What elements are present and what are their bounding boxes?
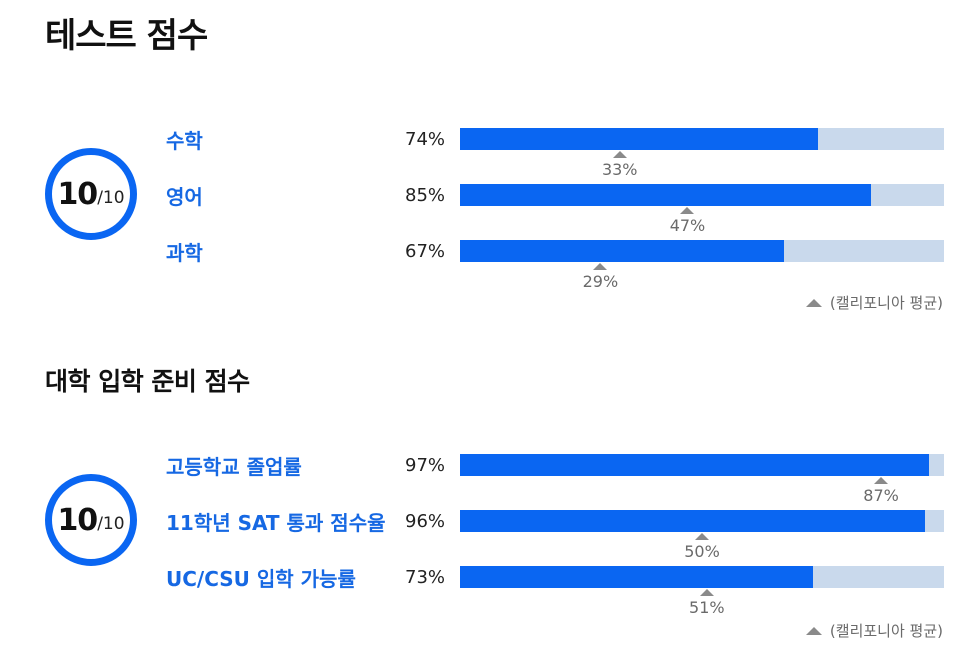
average-triangle-icon: [699, 589, 714, 596]
average-triangle-icon: [593, 263, 608, 270]
score-bar-fill: [460, 454, 930, 476]
state-average-value: 50%: [684, 542, 720, 561]
score-percent: 67%: [405, 241, 446, 262]
college-score-value: 10: [57, 502, 98, 538]
score-bar-fill: [460, 566, 814, 588]
metric-link-uc-csu-eligibility[interactable]: UC/CSU 입학 가능률: [166, 567, 356, 591]
average-triangle-icon: [874, 477, 889, 484]
score-row-math: 수학 74% 33%: [0, 128, 975, 184]
average-triangle-icon: [612, 151, 627, 158]
score-percent: 73%: [405, 567, 446, 588]
subject-link-english[interactable]: 영어: [166, 185, 203, 209]
state-average-value: 51%: [689, 598, 725, 617]
state-average-value: 47%: [669, 216, 706, 235]
score-bar-fill: [460, 510, 925, 532]
test-score-value: 10: [57, 176, 98, 212]
score-row-uc-csu: UC/CSU 입학 가능률 73% 51%: [0, 566, 975, 622]
score-bar-track: 29%: [460, 240, 944, 291]
average-triangle-icon: [695, 533, 709, 540]
score-percent: 74%: [405, 129, 446, 150]
score-bar-fill: [460, 240, 785, 262]
state-average-marker: 33%: [590, 151, 650, 179]
score-bar-fill: [460, 128, 819, 150]
score-percent: 96%: [405, 511, 446, 532]
state-average-legend: (캘리포니아 평균): [805, 620, 943, 641]
state-average-marker: 47%: [657, 207, 717, 235]
score-bar-track: 33%: [460, 128, 944, 179]
score-bar-track: 87%: [460, 454, 944, 505]
score-percent: 85%: [405, 185, 446, 206]
subject-link-science[interactable]: 과학: [166, 241, 203, 265]
score-bar-track: 47%: [460, 184, 944, 235]
test-scores-title: 테스트 점수: [45, 16, 208, 56]
legend-label: (캘리포니아 평균): [829, 622, 943, 640]
legend-label: (캘리포니아 평균): [829, 294, 943, 312]
state-average-value: 29%: [582, 272, 619, 291]
college-score-ring: 10 /10: [45, 474, 137, 566]
test-score-max: /10: [97, 188, 125, 208]
state-average-legend: (캘리포니아 평균): [805, 292, 943, 313]
score-row-english: 영어 85% 47%: [0, 184, 975, 240]
score-row-graduation: 고등학교 졸업률 97% 87%: [0, 454, 975, 510]
score-percent: 97%: [405, 455, 446, 476]
state-average-marker: 87%: [851, 477, 911, 505]
state-average-value: 87%: [863, 486, 899, 505]
state-average-marker: 50%: [672, 533, 732, 561]
subject-link-math[interactable]: 수학: [166, 129, 203, 153]
score-row-sat: 11학년 SAT 통과 점수율 96% 50%: [0, 510, 975, 566]
state-average-value: 33%: [601, 160, 638, 179]
score-bar-fill: [460, 184, 872, 206]
average-triangle-icon: [805, 298, 822, 307]
metric-link-graduation-rate[interactable]: 고등학교 졸업률: [166, 455, 302, 479]
state-average-marker: 29%: [570, 263, 630, 291]
state-average-marker: 51%: [677, 589, 737, 617]
average-triangle-icon: [680, 207, 695, 214]
college-score-max: /10: [97, 514, 125, 534]
score-bar-track: 50%: [460, 510, 944, 561]
score-bar-track: 51%: [460, 566, 944, 617]
test-score-ring: 10 /10: [45, 148, 137, 240]
score-row-science: 과학 67% 29%: [0, 240, 975, 296]
average-triangle-icon: [805, 626, 822, 635]
college-readiness-title: 대학 입학 준비 점수: [45, 367, 250, 396]
metric-link-sat-pass-rate[interactable]: 11학년 SAT 통과 점수율: [166, 511, 386, 535]
